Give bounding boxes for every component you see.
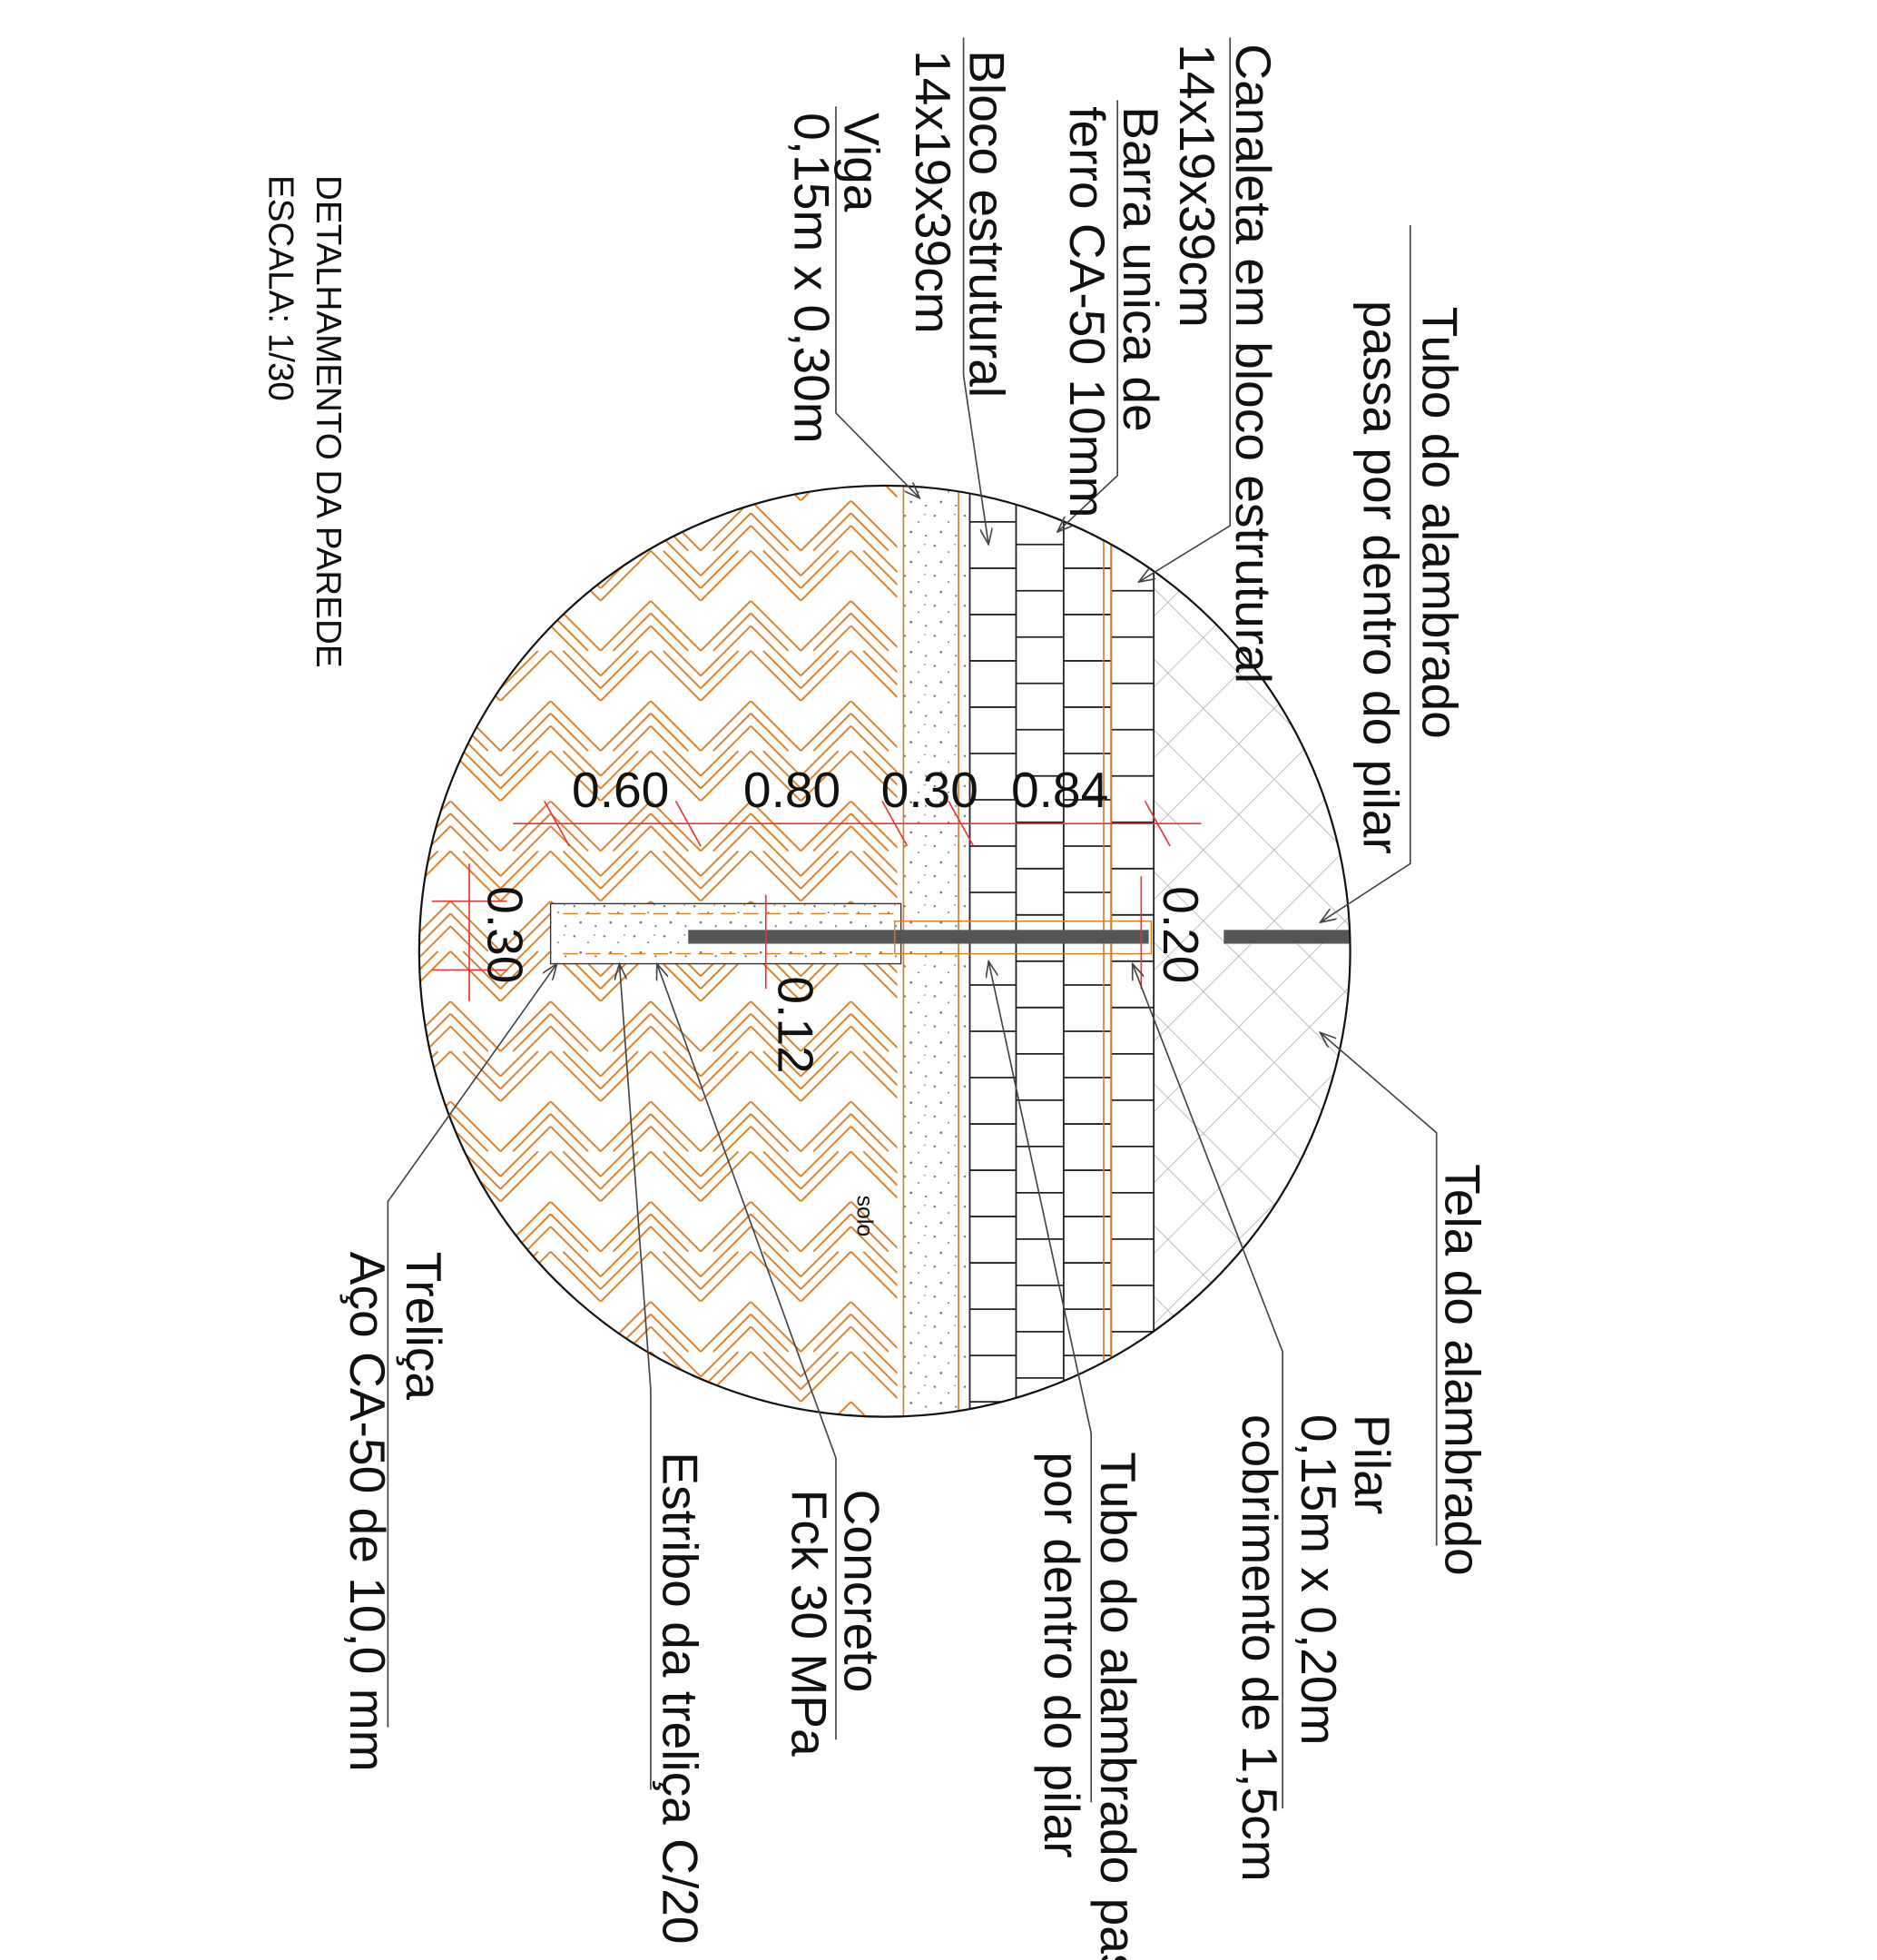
- dimension: 0.80: [743, 762, 840, 818]
- label: Concreto: [834, 1490, 890, 1693]
- dimension: 0.30: [881, 762, 978, 818]
- label: Canaleta em bloco estrutural: [1225, 44, 1282, 684]
- label: 0,15m x 0,30m: [783, 113, 840, 444]
- label: Barra unica de: [1113, 106, 1169, 432]
- dimension: 0.12: [768, 976, 824, 1073]
- dimension: 0.20: [1153, 886, 1209, 983]
- subtitle: ESCALA: 1/30: [260, 175, 300, 401]
- label: Tubo do alambrado: [1412, 307, 1469, 739]
- label: ferro CA-50 10mm: [1059, 106, 1115, 517]
- label: Estribo da treliça C/20 cm: [653, 1452, 709, 1960]
- label: 14x19x39cm: [1169, 44, 1225, 328]
- label: Tela do alambrado: [1434, 1164, 1490, 1576]
- label: passa por dentro do pilar: [1353, 300, 1410, 854]
- label: solo: [851, 1196, 876, 1237]
- label: Viga: [834, 113, 890, 212]
- label: Tubo do alambrado passa: [1090, 1452, 1146, 1960]
- label: Aço CA-50 de 10,0 mm: [339, 1252, 396, 1772]
- title: DETALHAMENTO DA PAREDE: [309, 175, 348, 668]
- label: 0,15m x 0,20m: [1291, 1414, 1347, 1746]
- label: por dentro do pilar: [1034, 1452, 1090, 1857]
- dimension: 0.60: [572, 762, 669, 818]
- label: cobrimento de 1,5cm: [1232, 1414, 1288, 1882]
- label: Treliça: [396, 1252, 452, 1401]
- label: 14x19x39cm: [905, 50, 961, 334]
- label: Fck 30 MPa: [781, 1490, 838, 1757]
- label: Bloco estrutural: [958, 50, 1015, 398]
- label: Pilar: [1344, 1414, 1400, 1514]
- dimension: 0.30: [477, 886, 534, 983]
- dimension: 0.84: [1011, 762, 1108, 818]
